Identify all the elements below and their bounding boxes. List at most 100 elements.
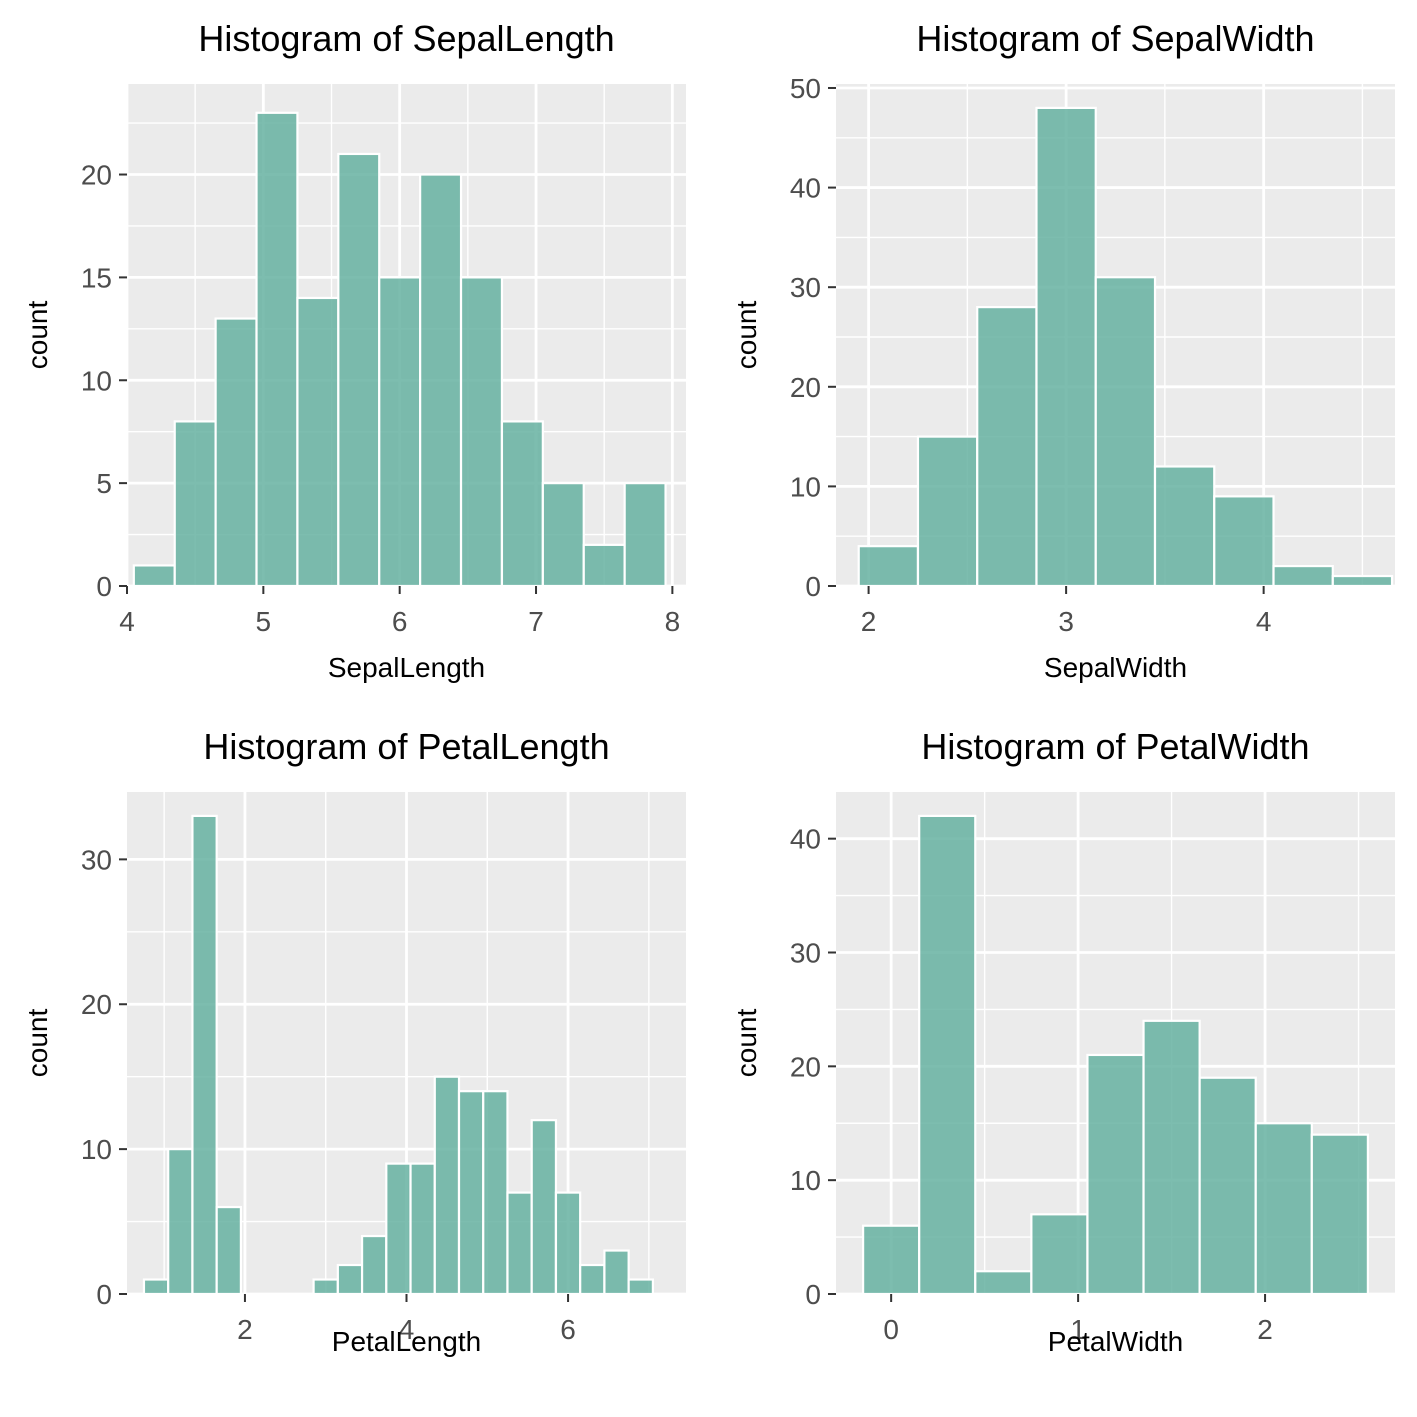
y-tick-label: 0 bbox=[96, 1279, 112, 1310]
histogram-bar bbox=[433, 1075, 461, 1296]
x-tick-label: 3 bbox=[1058, 606, 1074, 637]
histogram-bar bbox=[1272, 564, 1334, 588]
histogram-bar bbox=[459, 276, 504, 588]
y-tick-label: 30 bbox=[790, 938, 821, 969]
histogram-bar bbox=[976, 306, 1038, 588]
x-tick-label: 2 bbox=[1257, 1314, 1273, 1345]
y-tick-label: 20 bbox=[81, 989, 112, 1020]
histogram-bar bbox=[1035, 106, 1097, 588]
histogram-bar bbox=[974, 1270, 1033, 1296]
x-tick-label: 4 bbox=[399, 1314, 415, 1345]
histogram-bar bbox=[1254, 1122, 1313, 1296]
x-axis-label: SepalLength bbox=[328, 652, 485, 683]
x-tick-label: 2 bbox=[861, 606, 877, 637]
histogram-bar bbox=[1030, 1213, 1089, 1296]
histogram-bar bbox=[627, 1278, 654, 1296]
histogram-bar bbox=[360, 1234, 388, 1296]
y-tick-label: 20 bbox=[790, 372, 821, 403]
x-tick-label: 6 bbox=[392, 606, 408, 637]
y-axis-label: count bbox=[22, 1009, 53, 1078]
x-tick-label: 8 bbox=[665, 606, 681, 637]
histogram-panel-0: 0 5 10 15 20 4 5 6 7 8 Histogram of SepalLength Sep… bbox=[22, 18, 686, 683]
histogram-bar bbox=[385, 1162, 412, 1296]
x-axis-label: SepalWidth bbox=[1044, 652, 1187, 683]
x-tick-label: 1 bbox=[1070, 1314, 1086, 1345]
histogram-bar bbox=[862, 1224, 921, 1296]
y-tick-label: 0 bbox=[805, 571, 821, 602]
histogram-bar bbox=[1331, 574, 1394, 588]
histogram-bar bbox=[1153, 465, 1216, 588]
histogram-bar bbox=[191, 814, 218, 1296]
histogram-bar bbox=[1086, 1053, 1145, 1296]
histogram-panel-3: 0 10 20 30 40 0 1 2 Histogram of PetalWidth Petal… bbox=[731, 726, 1395, 1357]
histogram-bar bbox=[482, 1090, 509, 1296]
chart-title: Histogram of PetalWidth bbox=[921, 726, 1309, 767]
histogram-bar bbox=[1310, 1133, 1369, 1296]
histogram-panel-2: 0 10 20 30 2 4 6 Histogram of PetalLength PetalL… bbox=[22, 726, 686, 1357]
x-tick-label: 2 bbox=[237, 1314, 253, 1345]
histogram-bar bbox=[173, 420, 217, 588]
histogram-bar bbox=[530, 1119, 558, 1296]
y-tick-label: 30 bbox=[790, 272, 821, 303]
histogram-bar bbox=[623, 482, 667, 588]
x-tick-label: 6 bbox=[560, 1314, 576, 1345]
y-tick-label: 10 bbox=[790, 471, 821, 502]
x-tick-label: 4 bbox=[1256, 606, 1272, 637]
x-axis-label: PetalWidth bbox=[1048, 1326, 1183, 1357]
histogram-bar bbox=[337, 152, 381, 588]
histogram-bar bbox=[582, 543, 626, 588]
histogram-bar bbox=[296, 296, 340, 588]
y-tick-label: 40 bbox=[790, 173, 821, 204]
histogram-bar bbox=[336, 1263, 364, 1296]
histogram-bar bbox=[132, 564, 176, 588]
y-tick-label: 50 bbox=[790, 73, 821, 104]
y-tick-label: 0 bbox=[96, 571, 112, 602]
histogram-bar bbox=[255, 111, 299, 588]
histogram-bar bbox=[506, 1191, 533, 1296]
histogram-bar bbox=[1213, 495, 1275, 588]
histogram-bar bbox=[857, 545, 920, 588]
histogram-bar bbox=[142, 1278, 170, 1296]
histogram-bar bbox=[579, 1263, 606, 1296]
histogram-bar bbox=[603, 1249, 630, 1296]
y-tick-label: 10 bbox=[81, 1134, 112, 1165]
y-tick-label: 10 bbox=[790, 1165, 821, 1196]
y-tick-label: 0 bbox=[805, 1279, 821, 1310]
histogram-bar bbox=[918, 814, 977, 1296]
chart-title: Histogram of SepalLength bbox=[198, 18, 614, 59]
x-tick-label: 4 bbox=[119, 606, 135, 637]
x-tick-label: 5 bbox=[256, 606, 272, 637]
histogram-bar bbox=[457, 1090, 485, 1296]
y-tick-label: 10 bbox=[81, 365, 112, 396]
histogram-bar bbox=[1198, 1076, 1257, 1296]
histogram-bar bbox=[409, 1162, 436, 1296]
histogram-bar bbox=[1094, 276, 1157, 588]
histogram-bar bbox=[215, 1205, 243, 1296]
y-axis-label: count bbox=[22, 301, 53, 370]
y-axis-label: count bbox=[731, 1009, 762, 1078]
chart-title: Histogram of SepalWidth bbox=[916, 18, 1314, 59]
y-tick-label: 40 bbox=[790, 824, 821, 855]
y-tick-label: 20 bbox=[81, 160, 112, 191]
x-tick-label: 7 bbox=[528, 606, 544, 637]
histogram-bar bbox=[378, 276, 422, 588]
y-tick-label: 20 bbox=[790, 1051, 821, 1082]
chart-title: Histogram of PetalLength bbox=[203, 726, 609, 767]
y-tick-label: 15 bbox=[81, 262, 112, 293]
y-tick-label: 5 bbox=[96, 468, 112, 499]
histogram-bar bbox=[419, 173, 463, 588]
y-tick-label: 30 bbox=[81, 844, 112, 875]
histogram-bar bbox=[541, 482, 585, 588]
histogram-bar bbox=[1142, 1019, 1201, 1296]
histogram-bar bbox=[500, 420, 544, 588]
y-axis-label: count bbox=[731, 301, 762, 370]
histogram-bar bbox=[167, 1148, 194, 1296]
histogram-panel-1: 0 10 20 30 40 50 2 3 4 Histogram of SepalWidth Sep… bbox=[731, 18, 1395, 683]
histogram-bar bbox=[916, 435, 979, 588]
x-tick-label: 0 bbox=[883, 1314, 899, 1345]
histogram-bar bbox=[312, 1278, 339, 1296]
histogram-bar bbox=[554, 1191, 582, 1296]
histogram-bar bbox=[214, 317, 258, 588]
x-axis-label: PetalLength bbox=[332, 1326, 481, 1357]
